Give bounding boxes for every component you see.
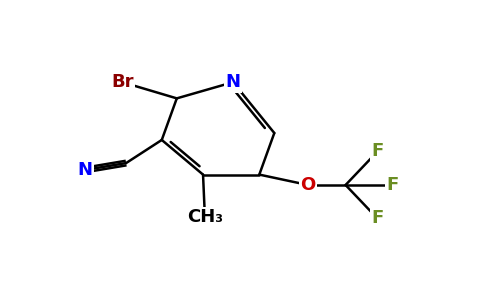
Text: F: F [371, 142, 384, 160]
Text: F: F [371, 209, 384, 227]
Text: F: F [386, 176, 399, 194]
Text: O: O [301, 176, 316, 194]
Text: N: N [77, 161, 92, 179]
Text: CH₃: CH₃ [187, 208, 223, 226]
Text: N: N [226, 73, 241, 91]
Text: Br: Br [111, 73, 134, 91]
